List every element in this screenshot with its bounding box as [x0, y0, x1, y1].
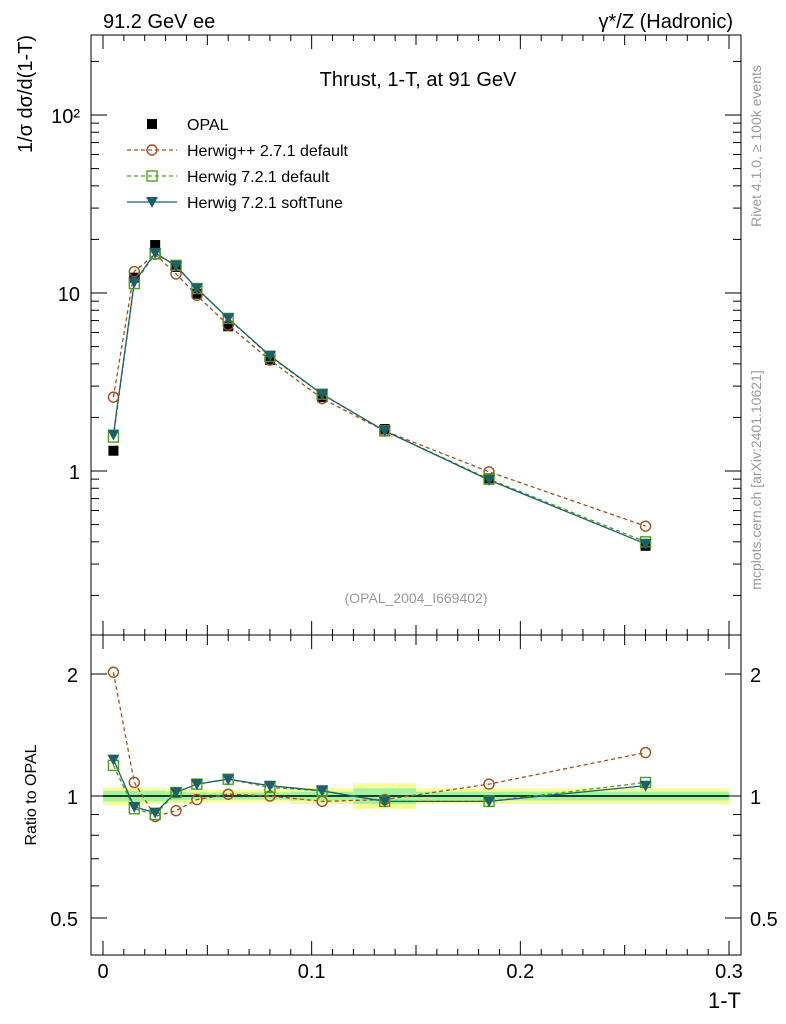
herwig-softtune-point: [222, 313, 235, 325]
legend: OPAL Herwig++ 2.7.1 default Herwig 7.2.1 d…: [127, 117, 349, 212]
herwig-softtune-point: [639, 780, 652, 792]
herwig-softtune-point: [128, 801, 141, 813]
herwig-softtune-point: [316, 785, 329, 797]
herwig-softtune-point: [107, 429, 120, 441]
herwig-softtune-point: [483, 475, 496, 487]
opal-point: [223, 321, 234, 332]
ratio-xtick-label: 0: [97, 961, 108, 983]
x-axis-label: 1-T: [708, 988, 741, 1013]
process-label: γ*/Z (Hadronic): [599, 11, 733, 33]
rivet-label: Rivet 4.1.0, ≥ 100k events: [748, 65, 764, 227]
ratio-panel: Ratio to OPAL 0.5 0.5 1 1 2 2 0 0.1 0.2 0.3 1-T: [23, 634, 778, 1013]
herwigpp-point: [170, 804, 182, 817]
mcplots-label: mcplots.cern.ch [arXiv:2401.10621]: [748, 370, 764, 589]
herwig-softtune-point: [378, 796, 391, 808]
herwig-softtune-point: [149, 247, 162, 259]
main-ticks: 1 10 10²: [51, 35, 741, 635]
herwig-softtune-point: [222, 774, 235, 786]
herwigpp-point: [128, 776, 141, 789]
ratio-ylabel: Ratio to OPAL: [23, 744, 40, 845]
herwig-softtune-point: [128, 277, 141, 289]
herwig-softtune-point: [316, 389, 329, 401]
opal-point: [147, 119, 157, 129]
ratio-ytick-label-right: 2: [750, 665, 761, 687]
herwig-softtune-point: [170, 260, 183, 272]
series-line-circle-dashed: [112, 672, 646, 818]
herwigpp-point: [639, 746, 652, 759]
herwigpp-point: [107, 666, 120, 678]
herwigpp-point: [191, 793, 203, 806]
ratio-ytick-label-left: 1: [67, 787, 78, 809]
ratio-xtick-label: 0.2: [506, 961, 534, 983]
ratio-ytick-label-left: 0.5: [50, 909, 78, 931]
herwig-default-point: [146, 170, 158, 182]
main-ylabel: 1/σ dσ/d(1-T): [15, 35, 37, 153]
herwig-softtune-point: [190, 779, 203, 791]
herwigpp-point: [107, 391, 120, 403]
herwig-softtune-point: [170, 787, 183, 799]
legend-label: Herwig 7.2.1 softTune: [187, 195, 343, 212]
herwig-softtune-point: [146, 197, 158, 208]
ratio-xtick-label: 0.3: [715, 961, 743, 983]
ratio-ytick-label-right: 1: [750, 787, 761, 809]
opal-point: [108, 445, 119, 456]
legend-label: Herwig++ 2.7.1 default: [187, 143, 349, 160]
main-ytick-label: 10: [58, 284, 80, 306]
herwigpp-point: [639, 520, 652, 532]
herwig-softtune-point: [149, 807, 162, 819]
herwig-softtune-point: [639, 538, 652, 550]
main-panel: Thrust, 1-T, at 91 GeV (OPAL_2004_I66940…: [15, 34, 742, 636]
herwig-softtune-point: [263, 350, 276, 362]
herwigpp-point: [146, 144, 158, 156]
ratio-xtick-label: 0.1: [298, 961, 326, 983]
herwigpp-point: [483, 778, 495, 790]
legend-label: Herwig 7.2.1 default: [187, 169, 330, 186]
herwig-softtune-point: [378, 425, 391, 437]
series-line-circle-dashed: [112, 253, 646, 527]
opal-point: [150, 240, 161, 251]
herwig-softtune-point: [483, 796, 496, 808]
energy-label: 91.2 GeV ee: [103, 11, 215, 33]
herwig-softtune-point: [107, 754, 120, 766]
herwig-softtune-point: [263, 780, 276, 792]
herwigpp-point: [222, 788, 234, 800]
legend-label: OPAL: [187, 117, 229, 134]
main-ytick-label: 1: [69, 462, 80, 484]
main-ytick-label: 10²: [51, 106, 80, 128]
herwigpp-point: [128, 265, 141, 278]
ratio-ytick-label-left: 2: [67, 665, 78, 687]
main-series: [107, 240, 652, 551]
main-title: Thrust, 1-T, at 91 GeV: [320, 69, 517, 91]
ratio-series: [107, 666, 652, 823]
herwig-softtune-point: [190, 283, 203, 295]
analysis-watermark: (OPAL_2004_I669402): [345, 590, 488, 606]
ratio-ticks: 0.5 0.5 1 1 2 2 0 0.1 0.2 0.3: [50, 635, 778, 983]
ratio-ytick-label-right: 0.5: [750, 909, 778, 931]
